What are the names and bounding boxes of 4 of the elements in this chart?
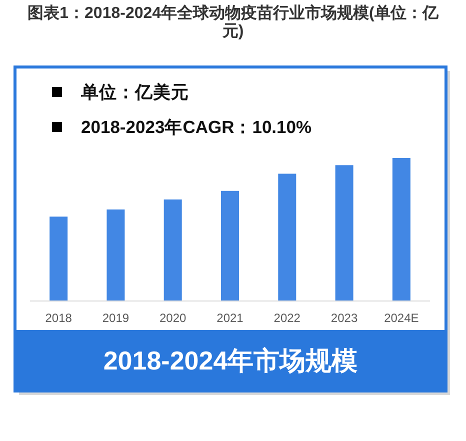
annotation: 2018-2023年CAGR：10.10%	[81, 117, 312, 137]
xlabel: 2018-2024年市场规模	[103, 346, 358, 376]
title: 图表1：2018-2024年全球动物疫苗行业市场规模(单位：亿元)	[28, 5, 438, 40]
annotation: 单位：亿美元	[81, 82, 189, 102]
